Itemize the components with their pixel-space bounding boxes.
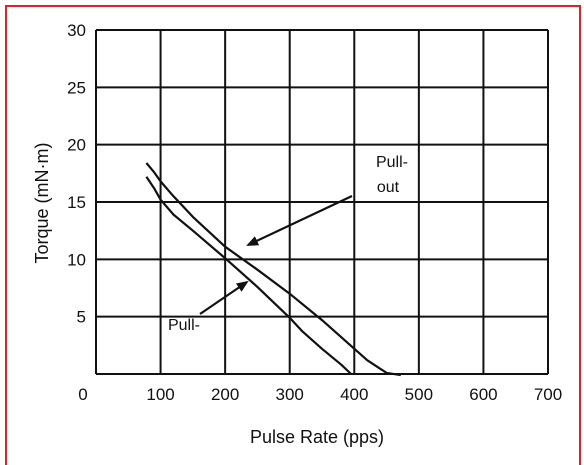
series-line-pull-out (145, 162, 401, 377)
x-tick-label-400: 400 (340, 385, 368, 404)
y-tick-label-10: 10 (67, 250, 86, 269)
tick-labels: 0 100 200 300 400 500 600 700 5 10 15 20 25 30 (67, 21, 562, 404)
y-axis-title: Torque (mN·m) (32, 142, 52, 263)
y-tick-label-15: 15 (67, 193, 86, 212)
chart-frame (5, 5, 581, 465)
annotation-pull-out-arrow (246, 195, 353, 246)
curves (145, 162, 401, 377)
annotation-pull-out-label-line2: out (377, 179, 400, 196)
y-tick-label-30: 30 (67, 21, 86, 40)
series-line-pull-in (145, 176, 352, 375)
x-tick-label-500: 500 (405, 385, 433, 404)
grid (95, 29, 549, 375)
x-tick-label-600: 600 (469, 385, 497, 404)
x-tick-label-100: 100 (146, 385, 174, 404)
annotation-pull-in-label: Pull- (168, 317, 200, 334)
y-tick-label-25: 25 (67, 78, 86, 97)
annotation-pull-in-arrow (199, 280, 249, 315)
x-axis-title: Pulse Rate (pps) (250, 427, 384, 447)
annotation-pull-out-label-line1: Pull- (376, 154, 408, 171)
y-tick-label-5: 5 (77, 308, 86, 327)
x-tick-label-200: 200 (211, 385, 239, 404)
annotations: Pull-out Pull- (168, 154, 408, 334)
x-tick-label-300: 300 (276, 385, 304, 404)
x-tick-label-0: 0 (78, 385, 87, 404)
y-tick-label-20: 20 (67, 136, 86, 155)
x-tick-label-700: 700 (534, 385, 562, 404)
